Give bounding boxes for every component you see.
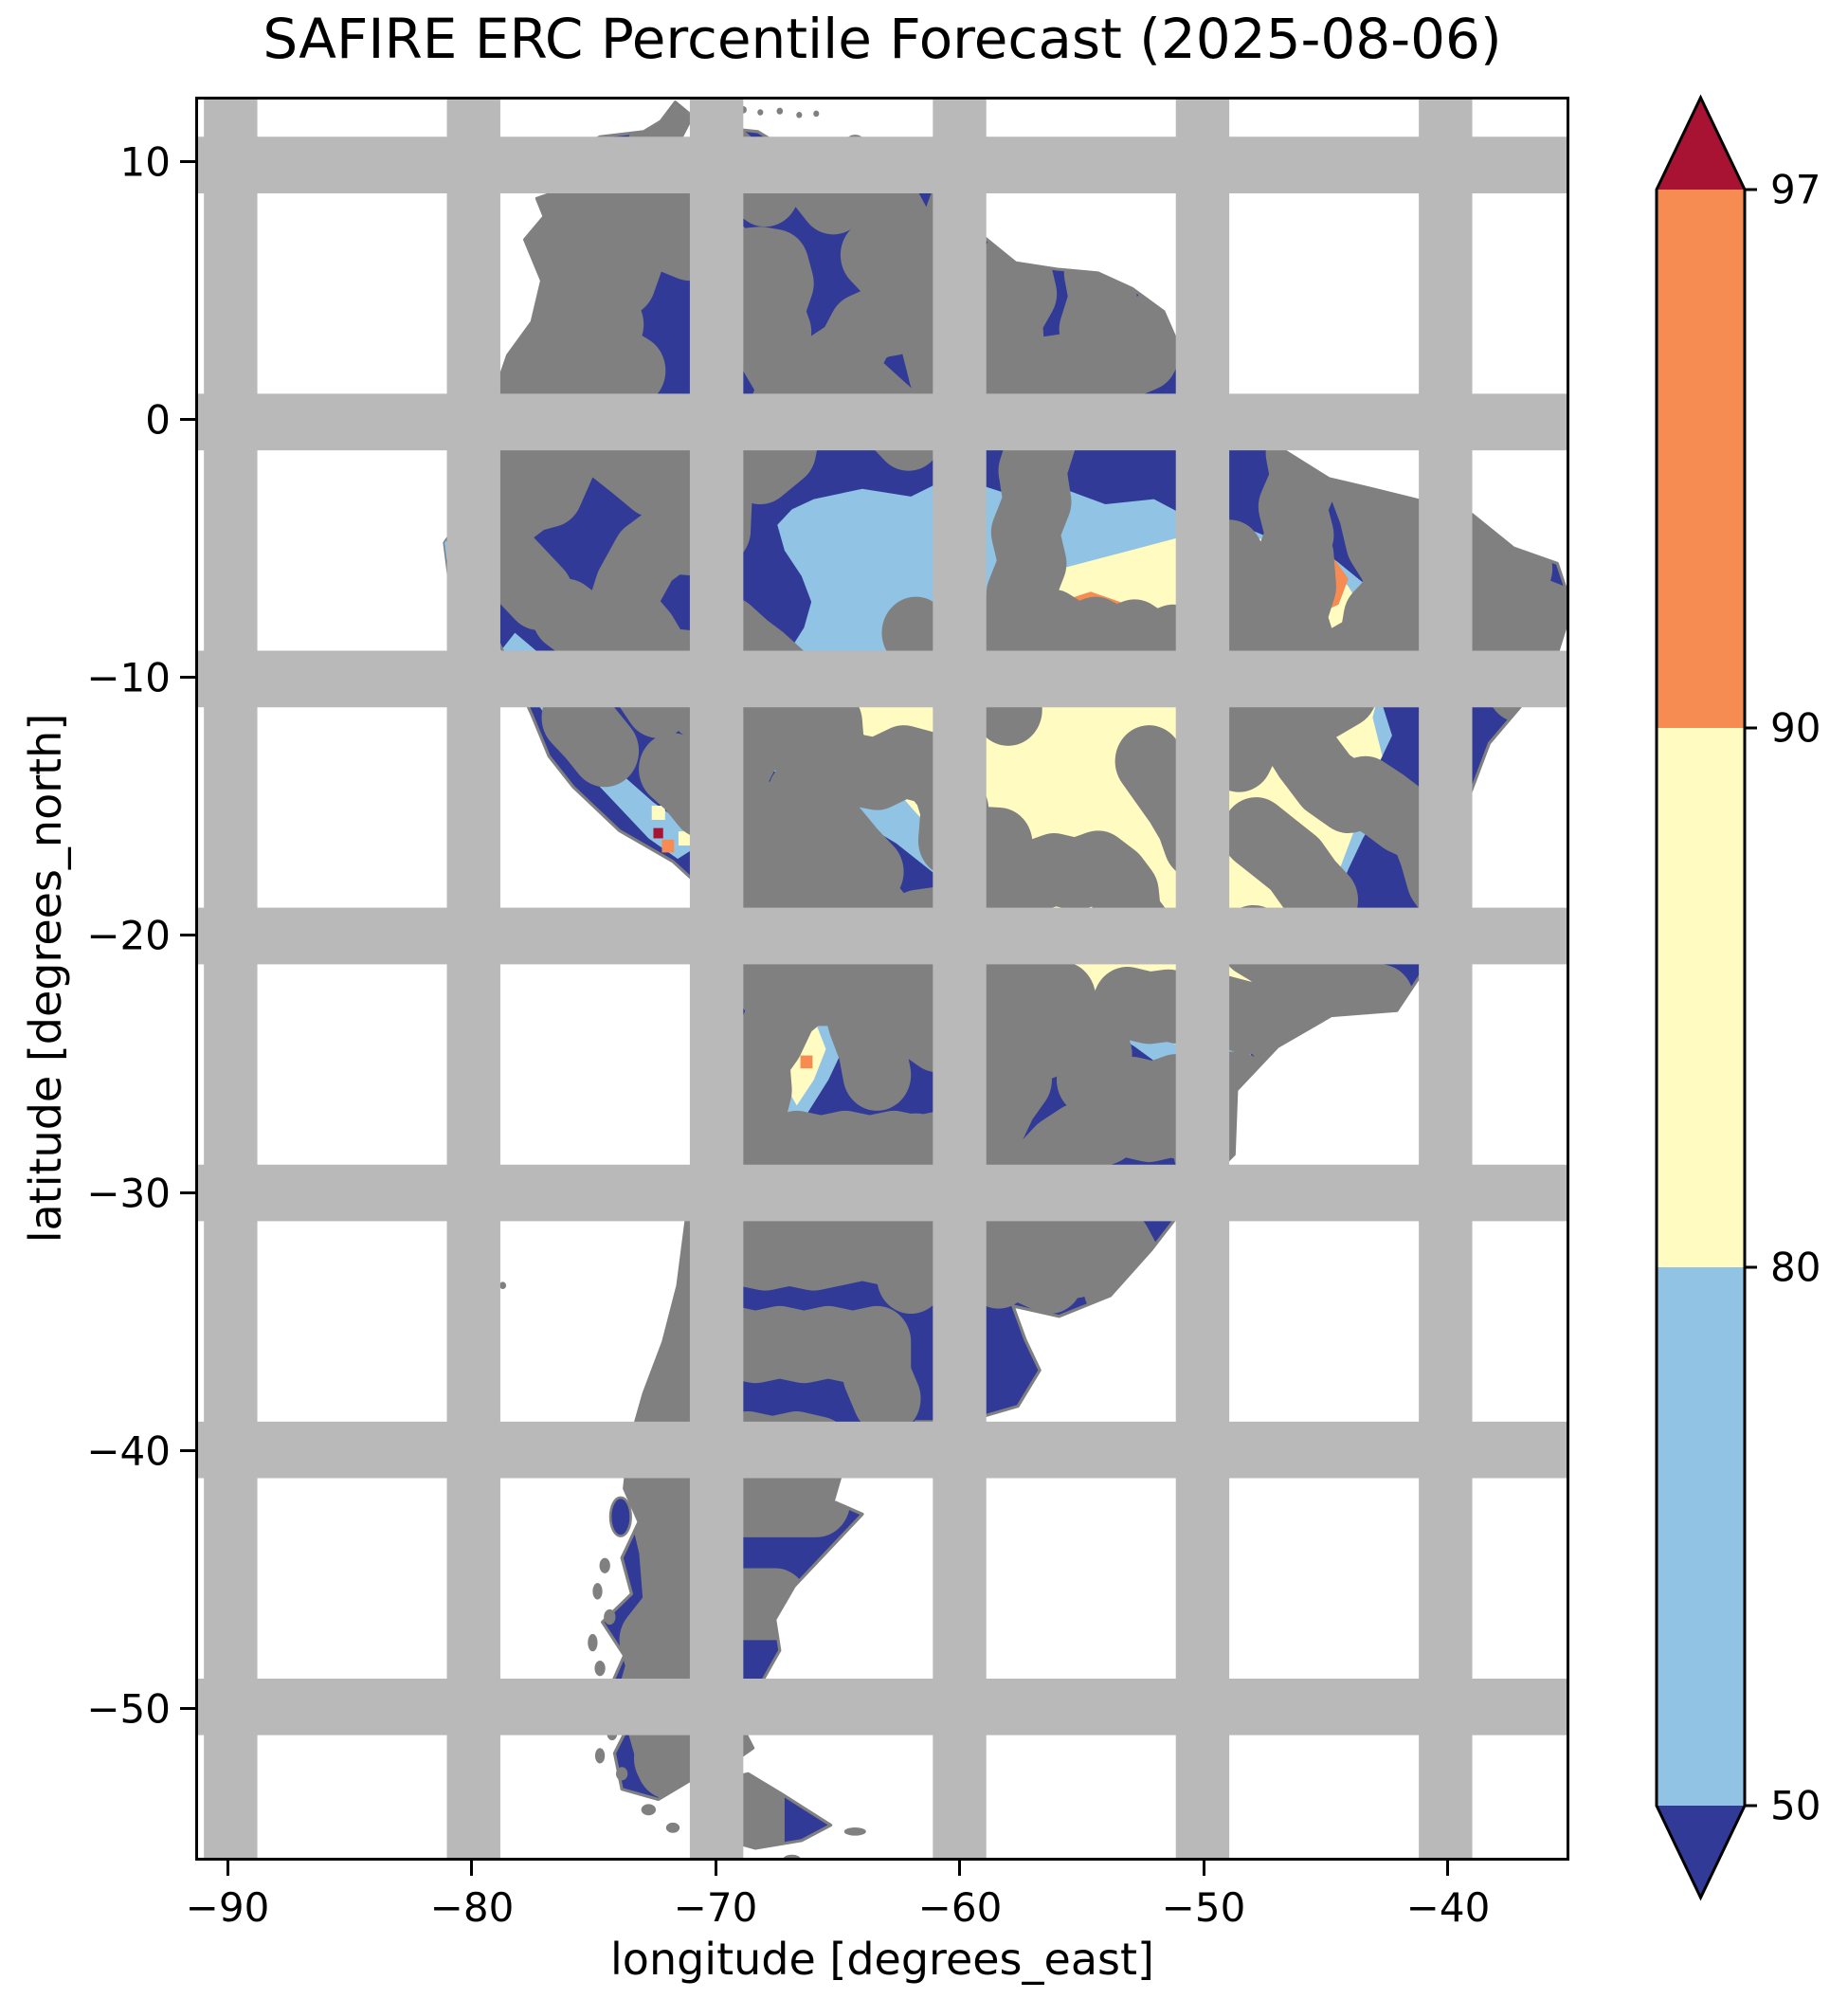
x-tick-label: −50 — [1161, 1884, 1246, 1931]
x-tick-label: −40 — [1405, 1884, 1491, 1931]
x-axis-label: longitude [degrees_east] — [610, 1934, 1154, 1985]
x-tick-label: −60 — [917, 1884, 1003, 1931]
chiloe-island — [610, 1498, 631, 1536]
percentile-raster-group — [444, 101, 1567, 1848]
y-tick-mark — [180, 418, 195, 421]
map-axes — [195, 97, 1569, 1861]
x-tick-mark — [1446, 1861, 1449, 1876]
y-tick-label: −10 — [86, 654, 171, 701]
y-tick-label: 10 — [119, 138, 171, 186]
gridlines-group — [198, 100, 1567, 1858]
colorbar-over-arrow — [1657, 98, 1745, 190]
y-axis-label: latitude [degrees_north] — [20, 713, 71, 1244]
south-america-map — [198, 100, 1567, 1858]
y-tick-label: 0 — [145, 396, 171, 444]
colorbar-tick-label: 97 — [1770, 166, 1821, 213]
x-tick-mark — [470, 1861, 473, 1876]
colorbar-tick-label: 90 — [1770, 704, 1821, 752]
y-tick-mark — [180, 676, 195, 679]
colorbar-tick-marks — [1745, 188, 1757, 1808]
y-tick-label: −50 — [86, 1685, 171, 1733]
x-tick-mark — [1203, 1861, 1205, 1876]
x-tick-mark — [958, 1861, 961, 1876]
colorbar — [1649, 85, 1848, 1915]
isla-de-los-estados — [843, 1827, 866, 1836]
y-tick-label: −20 — [86, 912, 171, 959]
colorbar-graphic — [1655, 94, 1757, 1901]
y-tick-mark — [180, 1449, 195, 1452]
colorbar-segment-50-80 — [1657, 1267, 1745, 1806]
x-tick-mark — [715, 1861, 717, 1876]
y-tick-label: −30 — [86, 1170, 171, 1217]
y-tick-mark — [180, 1191, 195, 1194]
colorbar-under-arrow — [1657, 1806, 1745, 1898]
x-tick-label: −90 — [185, 1884, 270, 1931]
colorbar-tick-label: 80 — [1770, 1244, 1821, 1291]
y-tick-mark — [180, 934, 195, 936]
colorbar-tick-label: 50 — [1770, 1782, 1821, 1829]
page-title: SAFIRE ERC Percentile Forecast (2025-08-… — [263, 7, 1502, 71]
colorbar-segment-90-97 — [1657, 190, 1745, 728]
y-tick-mark — [180, 1707, 195, 1710]
y-tick-label: −40 — [86, 1427, 171, 1475]
colorbar-segment-80-90 — [1657, 728, 1745, 1267]
x-tick-mark — [226, 1861, 229, 1876]
y-tick-mark — [180, 160, 195, 163]
x-tick-label: −70 — [673, 1884, 758, 1931]
x-tick-label: −80 — [429, 1884, 515, 1931]
